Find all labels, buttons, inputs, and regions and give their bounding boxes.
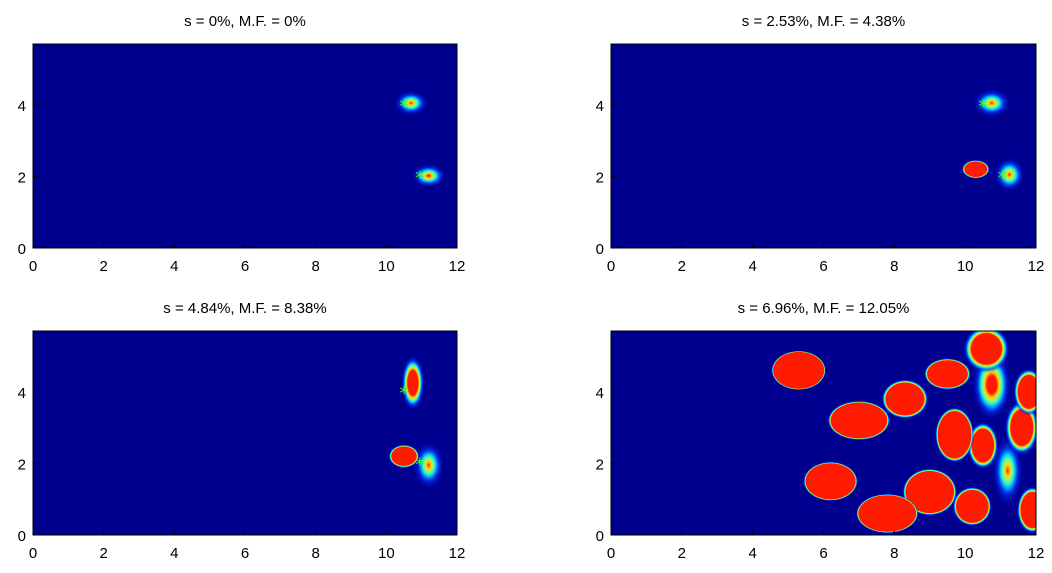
x-tick-label: 4 xyxy=(170,258,178,275)
intensity-blob xyxy=(902,468,958,516)
x-tick-label: 10 xyxy=(957,545,974,562)
subplot-2: * * 0 2 4 6 8 10 12 0 2 4 s = 2.53%, M.F. = 4.38% xyxy=(596,13,1045,275)
x-tick-label: 2 xyxy=(99,258,107,275)
x-tick-label: 4 xyxy=(170,545,178,562)
x-tick-label: 6 xyxy=(241,545,249,562)
source-marker: * xyxy=(998,167,1007,188)
x-tick-label: 2 xyxy=(678,258,686,275)
x-tick-label: 4 xyxy=(748,258,756,275)
x-tick-label: 10 xyxy=(378,545,395,562)
subplot-title: s = 4.84%, M.F. = 8.38% xyxy=(163,300,326,317)
intensity-blob xyxy=(935,407,975,463)
intensity-blob xyxy=(961,159,990,179)
x-tick-label: 8 xyxy=(311,258,319,275)
x-tick-label: 6 xyxy=(241,258,249,275)
y-tick-label: 2 xyxy=(596,169,604,186)
y-tick-label: 0 xyxy=(596,241,604,258)
intensity-blob xyxy=(856,493,919,534)
intensity-blob xyxy=(1016,486,1036,534)
intensity-blob xyxy=(881,379,929,419)
subplot-grid: * * 0 2 4 6 8 10 12 0 2 4 s = 0%, M.F. = 0% * * 0 2 4 6 8 10… xyxy=(18,13,1045,562)
y-tick-label: 4 xyxy=(596,385,604,402)
intensity-blob xyxy=(411,163,446,188)
y-tick-label: 4 xyxy=(18,98,26,115)
intensity-blob xyxy=(388,444,420,469)
x-tick-label: 0 xyxy=(29,545,37,562)
intensity-blob xyxy=(393,90,429,116)
plot-background xyxy=(33,331,457,535)
x-tick-label: 2 xyxy=(99,545,107,562)
subplot-3: * * 0 2 4 6 8 10 12 0 2 4 s = 4.84%, M.F. = 8.38% xyxy=(18,300,466,562)
intensity-blob xyxy=(973,88,1011,118)
intensity-layer xyxy=(388,355,445,489)
subplot-4: 0 2 4 6 8 10 12 0 2 4 s = 6.96%, M.F. = 12.05% xyxy=(596,300,1045,562)
x-tick-label: 8 xyxy=(890,258,898,275)
intensity-blob xyxy=(1013,368,1036,416)
source-marker: * xyxy=(978,96,987,117)
y-tick-label: 0 xyxy=(18,241,26,258)
x-tick-label: 0 xyxy=(607,258,615,275)
x-tick-label: 8 xyxy=(890,545,898,562)
y-tick-label: 0 xyxy=(18,528,26,545)
x-tick-label: 4 xyxy=(748,545,756,562)
x-tick-label: 10 xyxy=(378,258,395,275)
intensity-blob xyxy=(413,441,445,489)
x-tick-label: 12 xyxy=(449,258,466,275)
subplot-title: s = 6.96%, M.F. = 12.05% xyxy=(738,300,910,317)
y-tick-label: 4 xyxy=(596,98,604,115)
plot-background xyxy=(611,44,1036,248)
subplot-1: * * 0 2 4 6 8 10 12 0 2 4 s = 0%, M.F. = 0% xyxy=(18,13,466,275)
x-tick-label: 12 xyxy=(1028,258,1045,275)
x-tick-label: 6 xyxy=(819,258,827,275)
y-tick-label: 2 xyxy=(18,169,26,186)
x-tick-label: 12 xyxy=(449,545,466,562)
x-tick-label: 6 xyxy=(819,545,827,562)
intensity-blob xyxy=(967,421,999,470)
intensity-blob xyxy=(401,355,425,411)
x-tick-label: 8 xyxy=(311,545,319,562)
intensity-blob xyxy=(771,350,826,391)
intensity-blob xyxy=(803,461,858,501)
x-tick-label: 0 xyxy=(607,545,615,562)
y-tick-label: 4 xyxy=(18,385,26,402)
source-marker: * xyxy=(415,454,424,475)
y-tick-label: 2 xyxy=(596,456,604,473)
intensity-blob xyxy=(924,358,971,390)
subplot-title: s = 0%, M.F. = 0% xyxy=(184,13,306,30)
x-tick-label: 12 xyxy=(1028,545,1045,562)
y-tick-label: 2 xyxy=(18,456,26,473)
subplot-title: s = 2.53%, M.F. = 4.38% xyxy=(742,13,905,30)
intensity-blob xyxy=(963,331,1010,373)
intensity-layer xyxy=(393,90,446,188)
source-marker: * xyxy=(400,383,409,404)
x-tick-label: 2 xyxy=(678,545,686,562)
source-marker: * xyxy=(415,167,424,188)
x-tick-label: 10 xyxy=(957,258,974,275)
intensity-blob xyxy=(993,157,1026,192)
intensity-layer xyxy=(961,88,1026,192)
plot-background xyxy=(33,44,457,248)
intensity-blob xyxy=(827,400,891,441)
source-marker: * xyxy=(400,96,409,117)
intensity-layer xyxy=(771,331,1036,534)
intensity-blob xyxy=(952,486,992,527)
y-tick-label: 0 xyxy=(596,528,604,545)
x-tick-label: 0 xyxy=(29,258,37,275)
